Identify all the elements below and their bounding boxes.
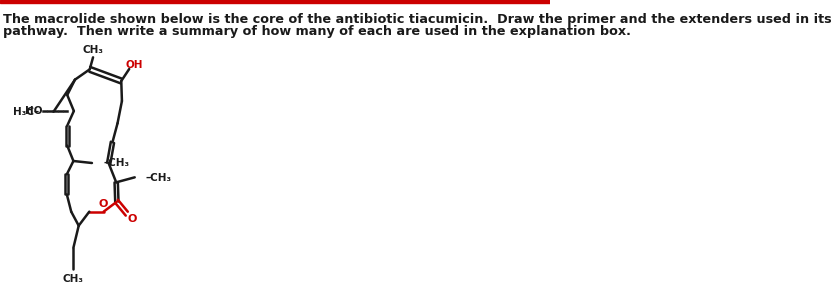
Bar xyxy=(0,0,549,3)
Text: CH₃: CH₃ xyxy=(63,274,84,284)
Text: –CH₃: –CH₃ xyxy=(103,158,130,168)
Text: The macrolide shown below is the core of the antibiotic tiacumicin.  Draw the pr: The macrolide shown below is the core of… xyxy=(2,13,831,26)
Text: –CH₃: –CH₃ xyxy=(146,173,172,183)
Text: CH₃: CH₃ xyxy=(82,45,104,55)
Text: HO: HO xyxy=(25,106,42,116)
Text: pathway.  Then write a summary of how many of each are used in the explanation b: pathway. Then write a summary of how man… xyxy=(2,25,631,38)
Text: O: O xyxy=(99,199,108,209)
Text: OH: OH xyxy=(125,60,143,70)
Text: H₃C–: H₃C– xyxy=(13,107,39,117)
Text: O: O xyxy=(127,214,137,224)
